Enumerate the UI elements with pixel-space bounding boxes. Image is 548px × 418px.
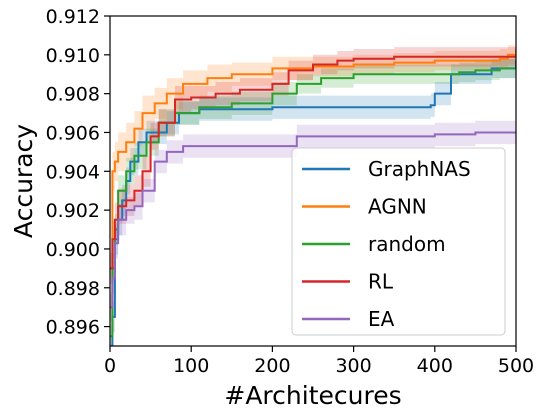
y-axis-label: Accuracy bbox=[9, 124, 38, 238]
x-tick-label: 100 bbox=[173, 355, 209, 377]
x-tick-label: 200 bbox=[254, 355, 290, 377]
legend: GraphNAS AGNN random RL EA bbox=[291, 147, 506, 336]
legend-label-graphnas: GraphNAS bbox=[368, 157, 471, 181]
line-random bbox=[110, 67, 516, 338]
legend-label-agnn: AGNN bbox=[368, 195, 427, 219]
line-ea bbox=[110, 131, 516, 309]
x-axis-ticks: 0 100 200 300 400 500 bbox=[104, 346, 534, 377]
legend-label-random: random bbox=[368, 232, 446, 256]
y-axis-ticks: 0.896 0.898 0.900 0.902 0.904 0.906 0.908 0.910… bbox=[46, 6, 110, 339]
y-tick-label: 0.896 bbox=[46, 317, 100, 339]
series-lines bbox=[110, 49, 516, 346]
y-tick-label: 0.906 bbox=[46, 122, 100, 144]
legend-box bbox=[291, 147, 506, 336]
plot-frame bbox=[109, 15, 517, 347]
y-tick-label: 0.908 bbox=[46, 84, 100, 106]
x-tick-label: 500 bbox=[498, 355, 534, 377]
line-agnn bbox=[110, 49, 516, 309]
line-rl bbox=[110, 55, 516, 270]
x-axis-label: #Architecures bbox=[224, 381, 401, 410]
legend-label-rl: RL bbox=[368, 270, 394, 294]
band-ea bbox=[110, 120, 516, 321]
band-agnn bbox=[110, 39, 516, 323]
y-tick-label: 0.898 bbox=[46, 278, 100, 300]
y-tick-label: 0.904 bbox=[46, 161, 100, 183]
x-tick-label: 0 bbox=[104, 355, 116, 377]
legend-label-ea: EA bbox=[368, 307, 395, 331]
x-tick-label: 300 bbox=[335, 355, 371, 377]
y-tick-label: 0.902 bbox=[46, 200, 100, 222]
y-tick-label: 0.900 bbox=[46, 239, 100, 261]
band-graphnas bbox=[110, 50, 516, 346]
y-tick-label: 0.912 bbox=[46, 6, 100, 28]
y-tick-label: 0.910 bbox=[46, 45, 100, 67]
x-tick-label: 400 bbox=[417, 355, 453, 377]
